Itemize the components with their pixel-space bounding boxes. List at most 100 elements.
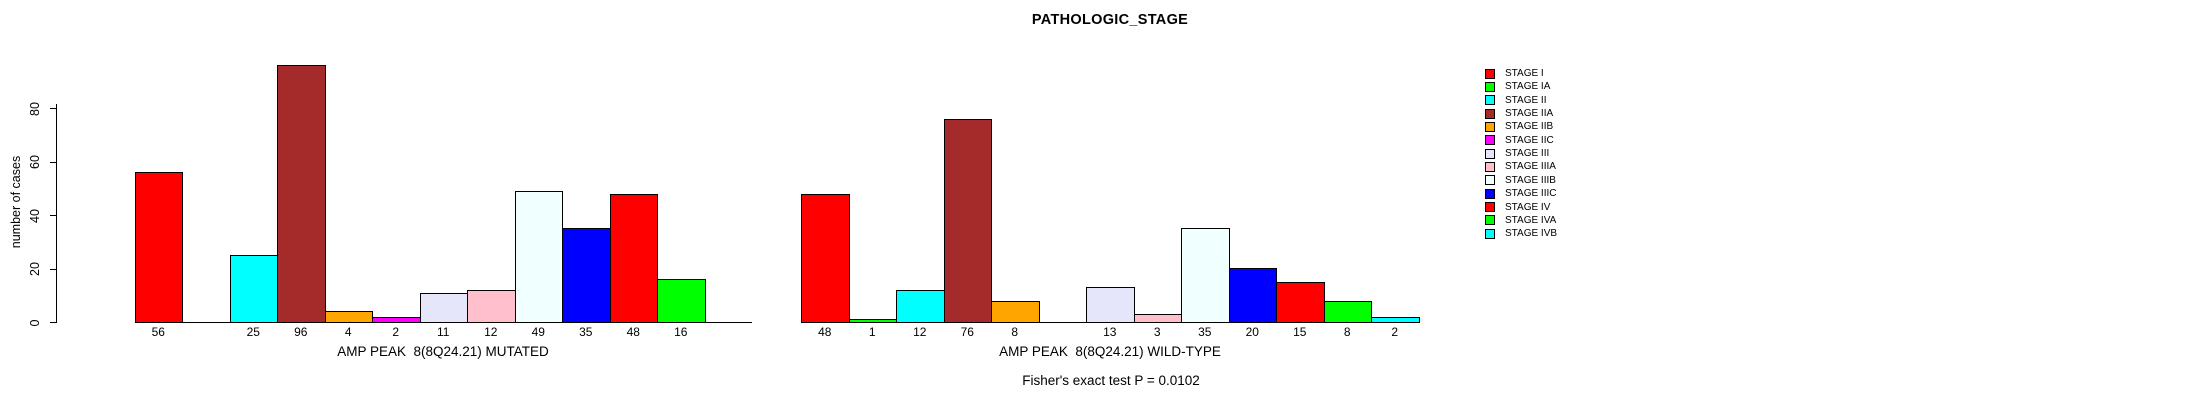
legend-item: STAGE IIB	[1485, 120, 1553, 133]
legend-color-swatch	[1485, 188, 1495, 199]
legend-item: STAGE IA	[1485, 80, 1550, 93]
bar	[324, 311, 373, 323]
bar	[229, 255, 278, 323]
bar-value-label: 3	[1153, 325, 1161, 339]
bar-value-label: 2	[392, 325, 400, 339]
y-tick-mark	[50, 322, 57, 323]
bar	[1276, 282, 1325, 323]
bar-value-label: 11	[437, 325, 450, 339]
legend-item: STAGE IIC	[1485, 134, 1554, 147]
bar	[1086, 287, 1135, 323]
legend-label: STAGE I	[1505, 68, 1544, 79]
legend-color-swatch	[1485, 108, 1495, 119]
y-tick-mark	[50, 268, 57, 270]
bar	[134, 172, 183, 323]
bar	[943, 119, 992, 323]
legend-color-swatch	[1485, 175, 1495, 186]
bar-value-label: 8	[1011, 325, 1019, 339]
bar-value-label: 48	[818, 325, 832, 339]
y-tick-label: 40	[28, 208, 42, 223]
legend-item: STAGE I	[1485, 67, 1544, 80]
bar-value-label: 13	[1103, 325, 1117, 339]
legend-color-swatch	[1485, 215, 1495, 226]
bar	[1181, 228, 1230, 323]
bar-value-label: 16	[674, 325, 688, 339]
bar	[1323, 301, 1372, 323]
legend-label: STAGE IIC	[1505, 134, 1554, 146]
bar	[467, 290, 516, 323]
bar-value-label: 48	[626, 325, 640, 339]
legend-label: STAGE IIB	[1505, 121, 1554, 133]
legend-color-swatch	[1485, 95, 1495, 106]
bar	[1133, 314, 1182, 323]
legend-item: STAGE II	[1485, 94, 1547, 107]
legend-color-swatch	[1485, 228, 1495, 239]
bar	[657, 279, 706, 323]
bar	[609, 194, 658, 323]
x-axis-label-mutated: AMP PEAK 8(8Q24.21) MUTATED	[337, 344, 549, 359]
legend-color-swatch	[1485, 202, 1495, 212]
legend-item: STAGE IIIA	[1485, 160, 1556, 173]
legend-label: STAGE IA	[1505, 81, 1551, 93]
legend-color-swatch	[1485, 121, 1495, 132]
legend-label: STAGE IV	[1505, 201, 1551, 213]
y-tick-mark	[50, 108, 57, 109]
legend-label: STAGE IIIA	[1505, 161, 1556, 173]
bar-value-label: 56	[151, 325, 165, 339]
legend-label: STAGE IVA	[1505, 214, 1557, 226]
bar-value-label: 35	[1198, 325, 1212, 339]
bar	[372, 317, 421, 323]
legend-label: STAGE IIIC	[1505, 188, 1557, 200]
legend-label: STAGE IVB	[1505, 228, 1558, 240]
bar-value-label: 1	[868, 325, 876, 339]
bar-value-label: 49	[531, 325, 545, 339]
legend-label: STAGE IIA	[1505, 108, 1554, 120]
bar-value-label: 12	[913, 325, 927, 339]
legend-color-swatch	[1485, 68, 1495, 79]
y-axis-line	[56, 104, 57, 323]
bar	[848, 319, 897, 323]
bar	[1371, 317, 1420, 323]
legend-color-swatch	[1485, 81, 1495, 92]
bar-value-label: 35	[579, 325, 593, 339]
bar	[1228, 268, 1277, 323]
legend-item: STAGE IV	[1485, 201, 1550, 214]
bar	[562, 228, 611, 323]
legend-color-swatch	[1485, 148, 1495, 159]
legend-label: STAGE II	[1505, 94, 1547, 106]
bar	[896, 290, 945, 323]
x-axis-label-wild-type: AMP PEAK 8(8Q24.21) WILD-TYPE	[999, 344, 1221, 359]
bar	[277, 65, 326, 323]
legend-label: STAGE III	[1505, 148, 1550, 160]
legend-item: STAGE IVA	[1485, 214, 1556, 227]
legend-item: STAGE IIIB	[1485, 174, 1556, 187]
y-tick-mark	[50, 161, 57, 163]
bar	[801, 194, 850, 323]
bar	[991, 301, 1040, 323]
legend-item: STAGE IIA	[1485, 107, 1553, 120]
fisher-test-annotation: Fisher's exact test P = 0.0102	[1022, 373, 1200, 388]
bar-value-label: 2	[1391, 325, 1399, 339]
bar-value-label: 15	[1293, 325, 1307, 339]
legend-label: STAGE IIIB	[1505, 174, 1556, 186]
y-tick-label: 60	[28, 155, 42, 169]
bar-value-label: 20	[1245, 325, 1259, 339]
y-tick-label: 0	[28, 319, 42, 326]
y-tick-mark	[50, 215, 57, 216]
bar	[419, 293, 468, 323]
bar-value-label: 25	[246, 325, 260, 339]
bar-value-label: 12	[484, 325, 498, 339]
legend-color-swatch	[1485, 135, 1495, 146]
chart-title: PATHOLOGIC_STAGE	[1031, 12, 1189, 28]
legend-item: STAGE III	[1485, 147, 1549, 160]
bar-value-label: 4	[344, 325, 352, 339]
legend-color-swatch	[1485, 161, 1495, 172]
y-tick-label: 20	[28, 262, 42, 276]
legend-item: STAGE IIIC	[1485, 187, 1557, 200]
y-tick-label: 80	[28, 101, 42, 116]
bar-value-label: 8	[1343, 325, 1351, 339]
bar-value-label: 96	[294, 325, 308, 339]
legend-item: STAGE IVB	[1485, 227, 1557, 240]
bar-value-label: 76	[960, 325, 974, 339]
